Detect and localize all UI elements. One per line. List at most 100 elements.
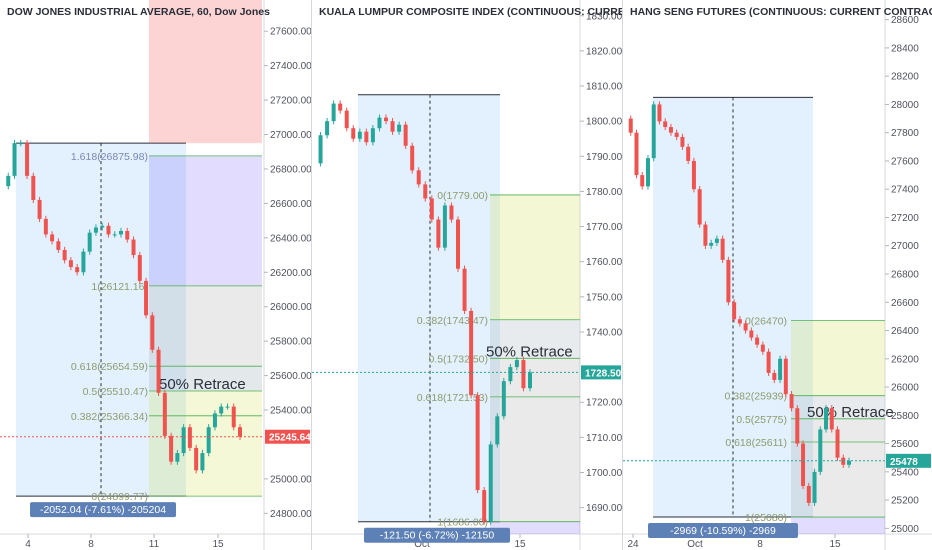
last-price-badge <box>265 429 310 444</box>
y-tick-label: 28400 <box>891 43 919 54</box>
candle-body <box>442 205 447 248</box>
candle-body <box>150 315 155 350</box>
hang-seng-chart-panel[interactable]: 0(26470) 0.382(25939) 0.5(25775) 0.618(2561… <box>623 0 932 550</box>
candle-body <box>680 136 685 147</box>
y-tick-label: 1690.00 <box>586 503 622 514</box>
candle-body <box>318 135 323 164</box>
candle-body <box>847 460 851 465</box>
fib-level-label: 1(25080) <box>745 512 787 524</box>
candle-body <box>403 124 408 146</box>
y-tick-label: 26400 <box>891 326 919 337</box>
klci-chart-panel[interactable]: 0(1779.00) 0.382(1743.47) 0.5(1732.50) 0.61… <box>312 0 622 550</box>
candle-body <box>37 199 42 219</box>
candle-body <box>181 427 186 454</box>
candle-body <box>351 128 356 139</box>
fib-zone-618 <box>149 366 262 392</box>
y-tick-label: 27400.00 <box>270 61 311 72</box>
candle-body <box>824 408 829 430</box>
y-tick-label: 27000 <box>891 241 919 252</box>
dow-jones-chart-panel[interactable]: 1.618(26875.98) 1(26121.16) 0.618(25654.59… <box>0 0 311 550</box>
candle-body <box>657 104 662 122</box>
candle-body <box>737 319 742 324</box>
y-tick-label: 1830.00 <box>586 11 622 22</box>
candle-body <box>131 239 136 256</box>
fib-extension-zone <box>149 155 262 286</box>
candle-body <box>144 280 149 316</box>
candle-body <box>726 259 731 303</box>
y-tick-label: 26000 <box>891 383 919 394</box>
candle-body <box>429 198 434 220</box>
fib-level-label: 0.5(25510.47) <box>83 386 148 398</box>
fib-zone <box>791 320 885 396</box>
candle-body <box>783 358 788 395</box>
fib-zone <box>791 395 885 419</box>
candle-body <box>100 225 105 228</box>
candle-body <box>812 471 817 503</box>
klci-chart-canvas[interactable]: 0(1779.00)0.382(1743.47)0.5(1732.50)0.61… <box>312 0 622 550</box>
candle-body <box>436 219 441 248</box>
y-tick-label: 26800.00 <box>270 164 311 175</box>
candle-body <box>357 131 362 139</box>
y-tick-label: 25600.00 <box>270 371 311 382</box>
candle-body <box>640 175 645 187</box>
fib-level-label: 0.5(25775) <box>736 414 787 426</box>
hang-seng-chart-canvas[interactable]: 0(26470) 0.382(25939) 0.5(25775) 0.618(2561… <box>623 0 932 550</box>
candle-body <box>703 224 708 246</box>
candle-body <box>645 158 650 187</box>
candle-body <box>743 323 748 331</box>
candle-body <box>495 416 500 445</box>
y-tick-label: 1740.00 <box>586 327 622 338</box>
x-tick-label: Oct <box>687 539 703 550</box>
candle-body <box>43 218 48 235</box>
fib-zone-grey <box>149 285 262 367</box>
candle-body <box>87 232 92 252</box>
candle-body <box>410 145 415 171</box>
candle-body <box>6 175 11 187</box>
candle-body <box>384 117 388 122</box>
fib-level-label: 0.382(25366.34) <box>71 411 148 423</box>
candle-body <box>119 230 123 235</box>
candle-body <box>795 408 800 444</box>
candle-body <box>397 124 402 132</box>
y-tick-label: 24800.00 <box>270 509 311 520</box>
y-tick-label: 1810.00 <box>586 82 622 93</box>
candle-body <box>194 447 199 471</box>
candle-body <box>212 413 217 428</box>
candle-body <box>169 435 174 462</box>
measure-stat-badge <box>648 523 798 539</box>
candle-body <box>668 127 673 133</box>
candle-body <box>125 230 130 240</box>
candle-body <box>390 121 395 132</box>
dow-jones-chart-canvas[interactable]: 1.618(26875.98) 1(26121.16) 0.618(25654.59… <box>0 0 311 550</box>
x-tick-label: 8 <box>757 539 763 550</box>
fib-level-label: 0.5(1732.50) <box>428 353 488 365</box>
candle-body <box>364 131 369 143</box>
x-tick-label: 24 <box>627 539 639 550</box>
measure-stat-badge <box>30 502 176 518</box>
candle-body <box>829 408 834 430</box>
candle-body <box>370 128 375 143</box>
retrace-label: 50% Retrace <box>486 343 573 360</box>
fib-level-label: 0(1779.00) <box>437 190 488 202</box>
y-tick-label: 26800 <box>891 270 919 281</box>
candle-body <box>709 242 714 246</box>
fib-level-label: 1(1686.00) <box>437 517 488 529</box>
candle-body <box>56 241 61 250</box>
y-tick-label: 25000.00 <box>270 474 311 485</box>
candle-body <box>835 429 840 458</box>
y-tick-label: 25000 <box>891 524 919 535</box>
y-tick-label: 25600 <box>891 439 919 450</box>
y-tick-label: 27400 <box>891 185 919 196</box>
fib-level-label: 1(26121.16) <box>91 281 148 293</box>
retrace-label: 50% Retrace <box>807 404 894 421</box>
y-tick-label: 26400.00 <box>270 233 311 244</box>
x-tick-label: 4 <box>25 539 31 550</box>
candle-body <box>801 443 806 486</box>
fib-level-label: 0.618(25654.59) <box>71 361 148 373</box>
candle-body <box>200 453 205 471</box>
fib-level-label: 0.382(25939) <box>725 391 787 403</box>
y-tick-label: 26200.00 <box>270 268 311 279</box>
candle-body <box>755 337 760 345</box>
candle-body <box>469 310 474 396</box>
